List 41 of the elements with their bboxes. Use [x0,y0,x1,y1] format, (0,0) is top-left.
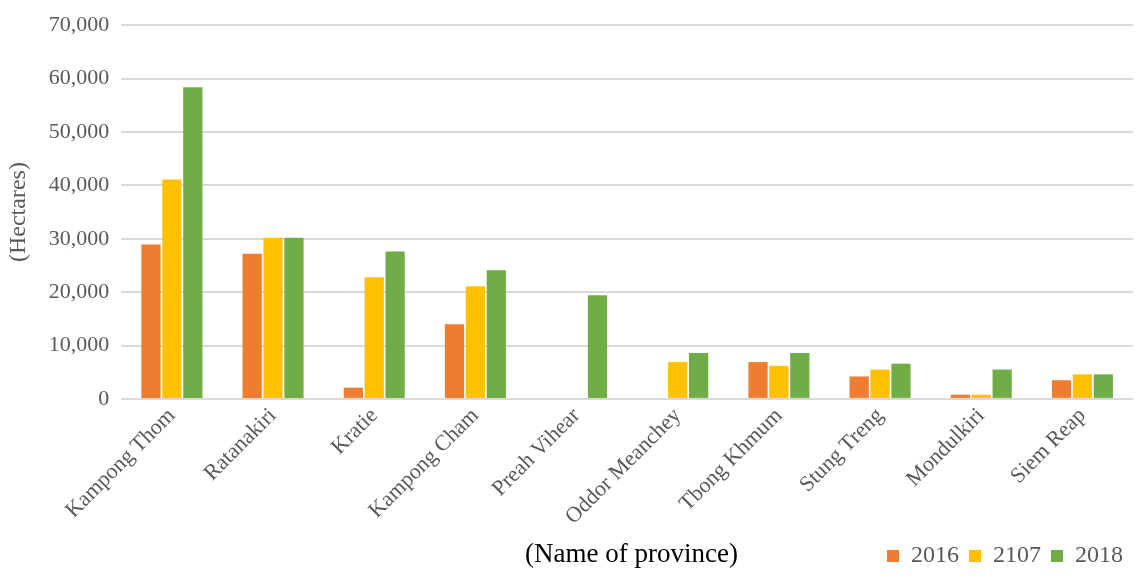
y-tick-label: 0 [98,384,110,410]
bar [1072,374,1093,398]
bar [284,237,304,398]
y-tick-label: 50,000 [48,117,110,143]
bar [689,353,709,398]
bar [1051,380,1072,398]
legend-label: 2016 [911,541,959,568]
bar [891,363,911,398]
y-tick-label: 40,000 [48,171,110,197]
bar [870,369,890,398]
bar [183,87,203,398]
y-tick-label: 20,000 [48,277,110,303]
bar [668,362,688,398]
bar [971,394,991,398]
bar [486,270,506,398]
bar [769,365,789,398]
bar [465,286,486,398]
y-tick-label: 70,000 [48,10,110,36]
y-tick-label: 60,000 [48,64,110,90]
bar [263,237,283,398]
y-tick-label: 30,000 [48,224,110,250]
bar [385,251,405,398]
bar [242,253,262,398]
x-tick-label: Siem Reap [1004,402,1091,488]
bar [849,376,869,398]
bar [790,353,810,398]
bar [141,244,161,398]
bar [364,277,384,398]
legend-label: 2018 [1075,541,1123,568]
x-axis-title: (Name of province) [525,538,738,569]
bar [992,369,1012,398]
y-axis-title: (Hectares) [3,162,30,263]
bar [587,295,608,398]
bar [950,394,970,398]
bar [162,179,182,398]
bar [1093,374,1113,398]
bar [444,324,465,398]
y-tick-label: 10,000 [48,331,110,357]
legend-label: 2107 [993,541,1041,568]
bar [343,387,363,398]
bar [748,362,768,398]
